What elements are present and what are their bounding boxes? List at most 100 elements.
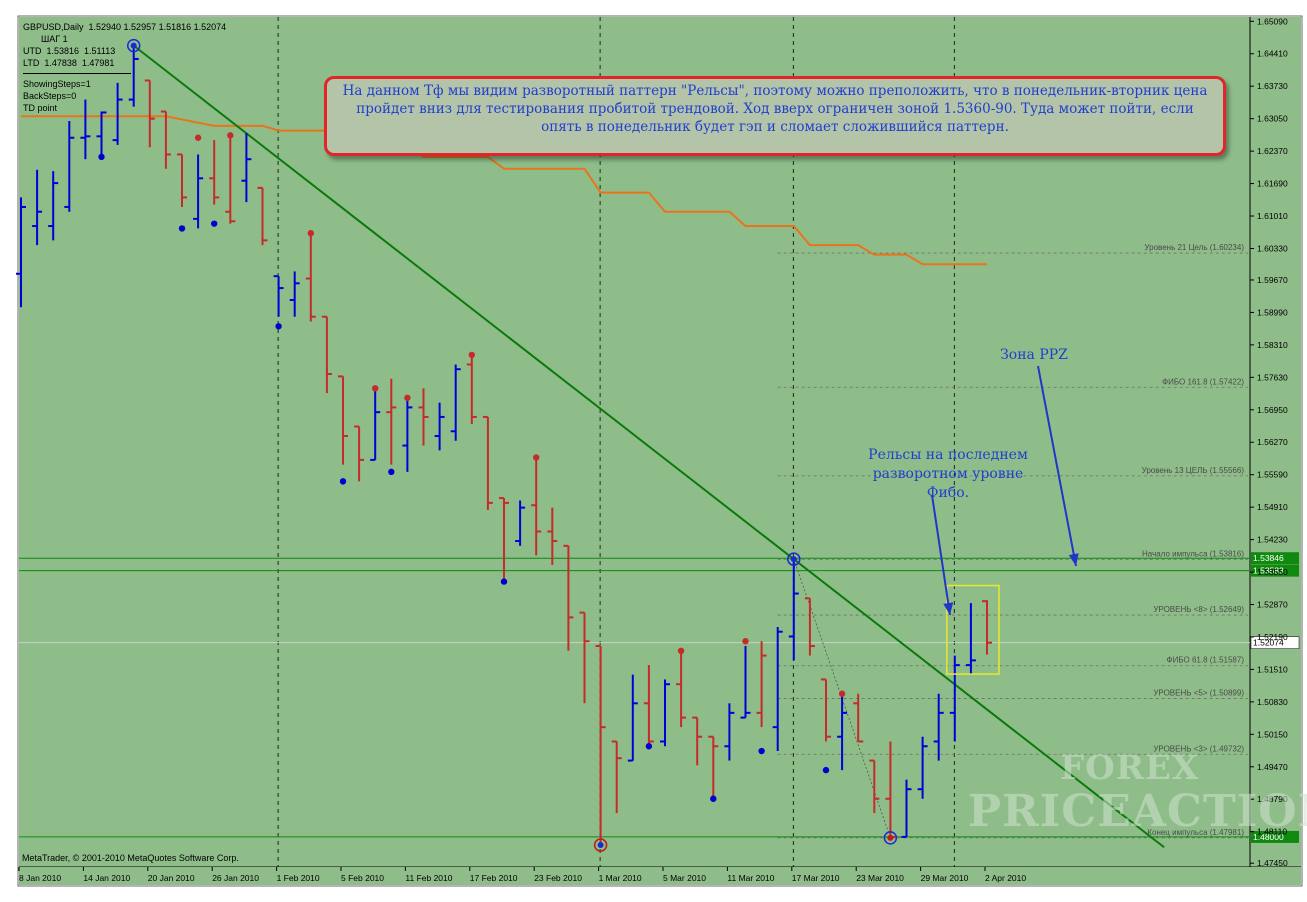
ohlc-bar <box>48 171 59 241</box>
fractal-high-dot <box>194 134 202 141</box>
ohlc-bar <box>16 197 26 308</box>
fractal-high-dot <box>533 454 540 461</box>
analysis-note: На данном Тф мы видим разворотный паттер… <box>324 76 1226 156</box>
arrow-rails-head <box>943 602 954 615</box>
y-tick-label: 1.49470 <box>1257 762 1288 772</box>
ohlc-bar <box>257 186 268 246</box>
y-tick-label: 1.60330 <box>1257 243 1288 253</box>
ohlc-bar <box>386 378 397 465</box>
td-point-dot <box>790 556 797 563</box>
price-label: 1.53846 <box>1253 553 1284 563</box>
td-point-dot <box>130 42 137 49</box>
ohlc-bar <box>933 693 944 761</box>
ohlc-bar <box>901 779 912 838</box>
fractal-high-dot <box>838 690 846 697</box>
ohlc-bar <box>225 135 236 224</box>
ohlc-bar <box>482 415 493 511</box>
x-tick-label: 14 Jan 2010 <box>83 873 130 883</box>
td-point-circle <box>787 552 801 566</box>
ohlc-bar <box>499 497 509 582</box>
orange-trail-line <box>21 115 987 266</box>
ohlc-bar <box>692 716 703 766</box>
ohlc-bar <box>853 693 864 743</box>
ohlc-bar <box>370 388 381 461</box>
current-price-label: 1.52074 <box>1253 638 1284 648</box>
y-tick-label: 1.50150 <box>1257 729 1288 739</box>
ohlc-bar <box>209 140 220 205</box>
x-tick-label: 5 Mar 2010 <box>663 873 706 883</box>
y-tick-label: 1.62370 <box>1257 146 1288 156</box>
ohlc-bar <box>241 132 252 203</box>
y-tick-label: 1.57630 <box>1257 372 1288 382</box>
annotation-rails: Рельсы на последнем разворотном уровне Ф… <box>868 447 1028 501</box>
fractal-high-dot <box>227 132 234 139</box>
arrow-rails <box>931 494 951 616</box>
fractal-high-dot <box>307 229 314 237</box>
ohlc-bar <box>627 674 638 762</box>
ohlc-bar <box>64 121 75 212</box>
down-trend-line <box>133 44 1165 849</box>
x-tick-label: 5 Feb 2010 <box>341 873 384 883</box>
ohlc-bar <box>112 82 123 145</box>
y-tick-label: 1.58990 <box>1257 307 1288 317</box>
ohlc-bar <box>756 641 767 728</box>
ohlc-bar <box>193 154 204 229</box>
watermark-forex: FOREX <box>1060 748 1200 788</box>
annotation-ppz: Зона PPZ <box>1000 347 1068 363</box>
x-tick-label: 20 Jan 2010 <box>148 873 195 883</box>
price-label-bg <box>1251 564 1299 577</box>
y-tick-label: 1.63730 <box>1257 81 1288 91</box>
y-tick-label: 1.64410 <box>1257 49 1288 59</box>
fractal-high-dot <box>468 351 475 359</box>
ohlc-bar <box>450 364 461 441</box>
ohlc-bar <box>708 735 719 799</box>
fractal-low-dot <box>339 478 347 485</box>
ohlc-bar <box>96 111 107 157</box>
x-tick-label: 17 Feb 2010 <box>470 873 518 883</box>
ohlc-bar <box>772 626 783 752</box>
x-tick-label: 11 Mar 2010 <box>727 873 774 883</box>
y-tick-label: 1.61690 <box>1257 179 1288 189</box>
ohlc-bar <box>32 169 43 246</box>
x-tick-label: 2 Apr 2010 <box>985 873 1026 883</box>
y-tick-label: 1.65090 <box>1257 16 1288 26</box>
td-point-circle <box>883 831 898 845</box>
ohlc-bar <box>305 233 316 322</box>
ohlc-bar <box>338 375 348 465</box>
fibo-level-label: УРОВЕНЬ <3> (1.49732) <box>1153 744 1244 753</box>
copyright: MetaTrader, © 2001-2010 MetaQuotes Softw… <box>22 853 239 863</box>
x-tick-label: 1 Feb 2010 <box>277 873 320 883</box>
td-point-circle <box>126 38 141 53</box>
ohlc-bar <box>273 275 284 317</box>
ohlc-bar <box>289 271 300 317</box>
price-label-bg <box>1251 830 1299 843</box>
ohlc-bar <box>160 110 171 169</box>
fibo-level-label: Начало импульса (1.53816) <box>1142 549 1244 558</box>
ohlc-bar <box>804 597 815 656</box>
fractal-high-dot <box>372 385 379 392</box>
arrow-ppz <box>1037 365 1077 567</box>
y-tick-label: 1.48110 <box>1257 827 1287 837</box>
fractal-high-dot <box>742 638 749 645</box>
ohlc-bar <box>563 544 574 651</box>
y-tick-label: 1.47450 <box>1257 858 1288 868</box>
price-label-bg <box>1251 552 1299 565</box>
arrow-ppz-head <box>1068 553 1079 566</box>
ohlc-bar <box>611 740 622 814</box>
fibo-level-label: Уровень 21 Цель (1.60234) <box>1144 243 1244 252</box>
ohlc-bar <box>128 45 139 107</box>
fractal-low-dot <box>758 747 765 755</box>
y-tick-label: 1.52190 <box>1257 632 1288 642</box>
ohlc-bar <box>354 425 365 482</box>
y-tick-label: 1.56270 <box>1257 437 1288 447</box>
x-tick-label: 26 Jan 2010 <box>212 873 259 883</box>
x-tick-label: 11 Feb 2010 <box>405 873 452 883</box>
y-tick-label: 1.59670 <box>1257 275 1288 285</box>
fractal-low-dot <box>178 225 186 232</box>
ohlc-bar <box>676 650 687 728</box>
ohlc-bar <box>402 397 413 472</box>
fractal-high-dot <box>677 647 685 655</box>
y-tick-label: 1.51510 <box>1257 664 1288 674</box>
ohlc-bar <box>660 679 670 747</box>
ohlc-bar <box>177 153 187 207</box>
